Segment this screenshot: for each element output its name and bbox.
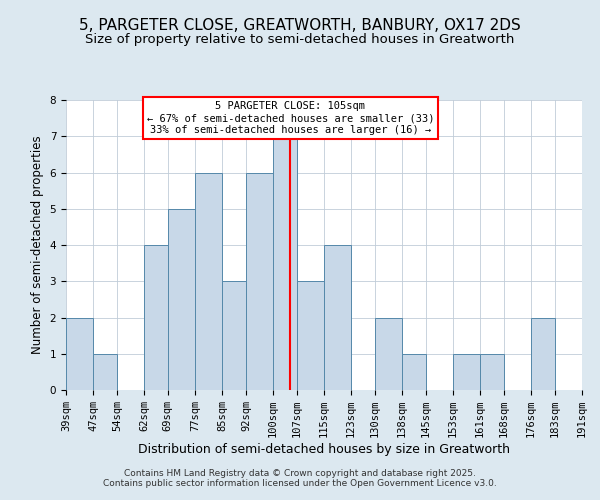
Bar [324, 245, 351, 390]
Bar [195, 172, 222, 390]
Bar [402, 354, 426, 390]
Text: 5 PARGETER CLOSE: 105sqm
← 67% of semi-detached houses are smaller (33)
33% of s: 5 PARGETER CLOSE: 105sqm ← 67% of semi-d… [147, 102, 434, 134]
Bar [375, 318, 402, 390]
Bar [144, 245, 168, 390]
Bar [297, 281, 324, 390]
Y-axis label: Number of semi-detached properties: Number of semi-detached properties [31, 136, 44, 354]
Bar [222, 281, 246, 390]
Text: Contains HM Land Registry data © Crown copyright and database right 2025.: Contains HM Land Registry data © Crown c… [124, 468, 476, 477]
Bar [480, 354, 504, 390]
Bar [66, 318, 93, 390]
Bar [531, 318, 555, 390]
Text: 5, PARGETER CLOSE, GREATWORTH, BANBURY, OX17 2DS: 5, PARGETER CLOSE, GREATWORTH, BANBURY, … [79, 18, 521, 32]
X-axis label: Distribution of semi-detached houses by size in Greatworth: Distribution of semi-detached houses by … [138, 443, 510, 456]
Bar [93, 354, 117, 390]
Bar [273, 136, 297, 390]
Bar [168, 209, 195, 390]
Bar [453, 354, 480, 390]
Text: Contains public sector information licensed under the Open Government Licence v3: Contains public sector information licen… [103, 478, 497, 488]
Bar [246, 172, 273, 390]
Text: Size of property relative to semi-detached houses in Greatworth: Size of property relative to semi-detach… [85, 32, 515, 46]
